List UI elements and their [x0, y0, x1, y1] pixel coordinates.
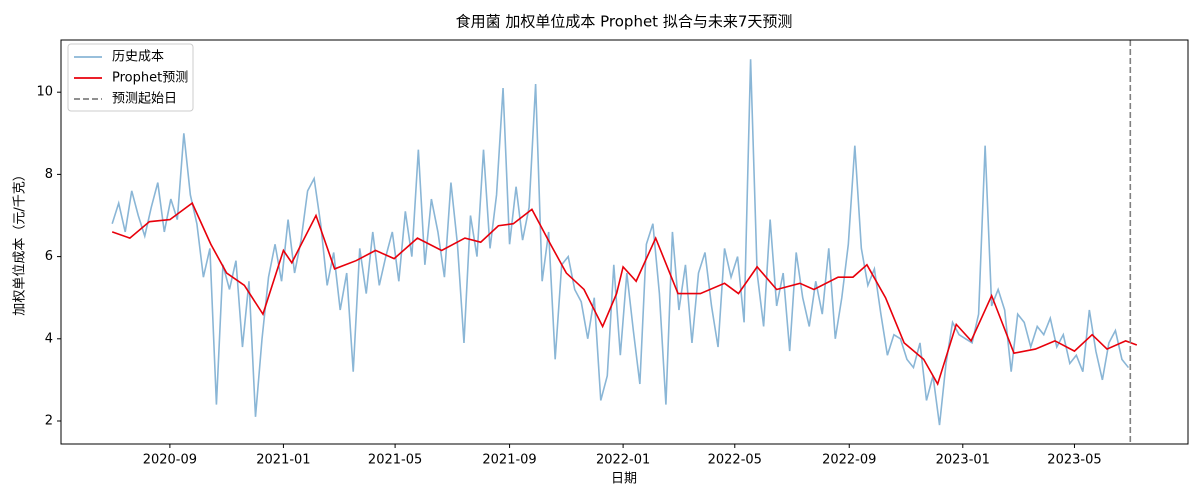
y-tick-label: 4	[45, 331, 53, 346]
y-tick-label: 6	[45, 249, 53, 264]
legend-label: 历史成本	[112, 50, 164, 65]
x-tick-label: 2021-09	[482, 453, 536, 468]
legend-box	[67, 43, 194, 112]
x-tick-label: 2021-05	[368, 453, 422, 468]
legend-label: Prophet预测	[112, 71, 188, 86]
x-tick-label: 2022-09	[822, 453, 876, 468]
x-tick-label: 2021-01	[256, 453, 310, 468]
series-line	[111, 59, 1130, 426]
y-tick-label: 10	[36, 85, 53, 100]
x-tick-label: 2022-05	[708, 453, 762, 468]
x-tick-label: 2020-09	[143, 453, 197, 468]
series-line	[111, 201, 1138, 387]
y-tick-label: 2	[45, 413, 53, 428]
x-tick-label: 2023-01	[936, 453, 990, 468]
axes-frame	[60, 39, 1189, 445]
x-tick-label: 2022-01	[596, 453, 650, 468]
y-axis-label: 加权单位成本（元/千克）	[12, 168, 28, 315]
x-tick-label: 2023-05	[1047, 453, 1101, 468]
chart-title: 食用菌 加权单位成本 Prophet 拟合与未来7天预测	[456, 13, 793, 31]
y-tick-label: 8	[45, 167, 53, 182]
x-axis-label: 日期	[611, 472, 637, 487]
legend-label: 预测起始日	[112, 92, 177, 107]
